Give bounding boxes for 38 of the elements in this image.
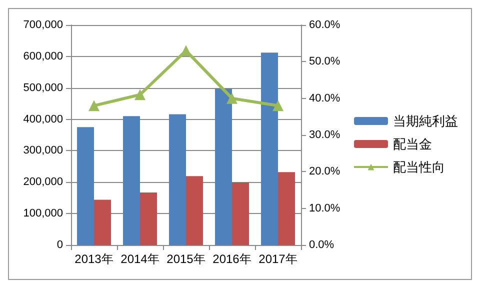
y-tick-label: 0 [56, 239, 63, 251]
x-tick-label: 2013年 [74, 252, 114, 266]
x-tick-label: 2017年 [258, 252, 298, 266]
legend-label: 配当金 [393, 136, 432, 152]
y-tick-label: 400,000 [23, 113, 63, 126]
point [88, 100, 100, 112]
bar [140, 192, 157, 245]
legend-label: 当期純利益 [393, 114, 458, 128]
y2-tick-label: 30.0% [309, 129, 340, 141]
x-tick-label: 2014年 [120, 252, 160, 266]
point [180, 45, 192, 56]
bar [77, 127, 94, 245]
y2-tick-label: 50.0% [309, 56, 340, 68]
y-tick-label: 600,000 [23, 50, 63, 62]
bar [94, 200, 111, 245]
y-tick-label: 700,000 [23, 19, 63, 31]
bar [261, 52, 278, 245]
y2-tick-label: 40.0% [309, 92, 340, 104]
bar [278, 172, 295, 245]
bar [215, 88, 232, 245]
x-tick-label: 2015年 [166, 252, 206, 266]
bar [169, 114, 186, 245]
y-tick-label: 200,000 [23, 176, 63, 188]
y2-tick-label: 60.0% [309, 19, 340, 31]
y2-tick-label: 0.0% [309, 239, 334, 251]
y-tick-label: 300,000 [23, 144, 63, 157]
point [272, 100, 284, 112]
legend-label: 配当性向 [393, 160, 445, 174]
point [226, 92, 238, 104]
y2-tick-label: 20.0% [309, 166, 340, 178]
y-tick-label: 500,000 [23, 82, 63, 94]
y-tick-label: 100,000 [23, 208, 63, 220]
y2-tick-label: 10.0% [309, 202, 340, 214]
bar [186, 176, 203, 245]
point [134, 89, 146, 100]
x-tick-label: 2016年 [212, 252, 252, 266]
bar [232, 182, 249, 245]
bar [123, 116, 140, 245]
